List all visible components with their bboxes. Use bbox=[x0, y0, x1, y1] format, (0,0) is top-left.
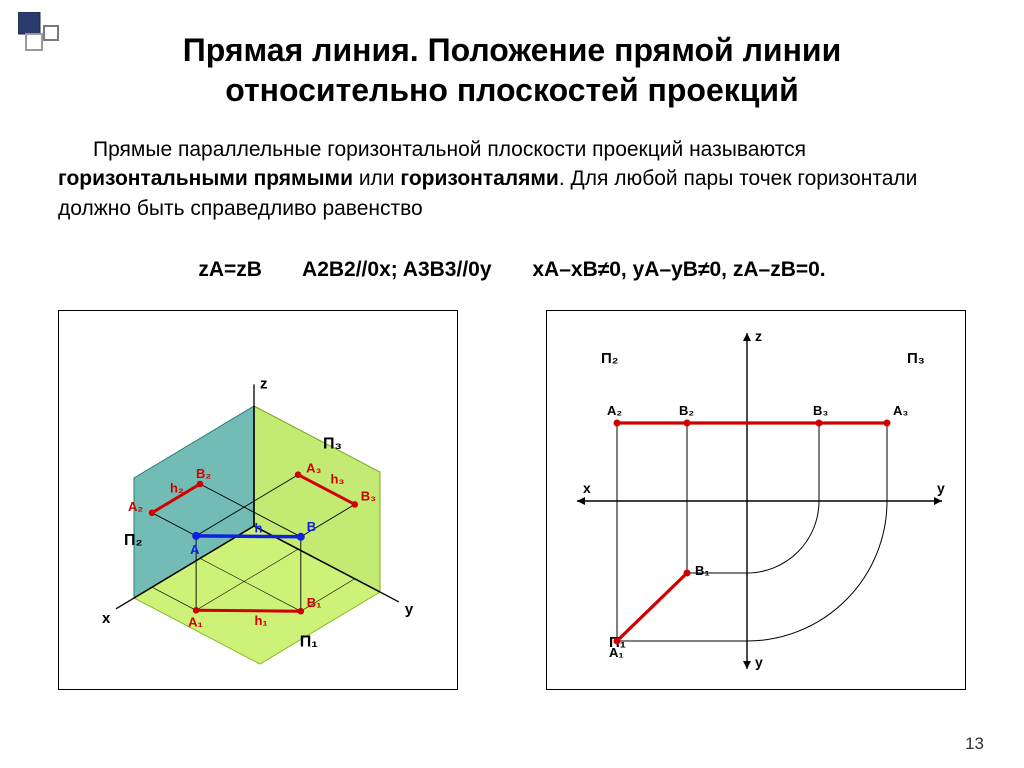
svg-text:B₁: B₁ bbox=[307, 595, 322, 610]
formula-3: хА–хВ≠0, уА–уВ≠0, zА–zВ=0. bbox=[532, 258, 825, 281]
svg-text:П₂: П₂ bbox=[601, 350, 618, 367]
svg-text:y: y bbox=[755, 654, 763, 670]
svg-text:B₂: B₂ bbox=[196, 466, 211, 481]
svg-text:B: B bbox=[307, 519, 316, 534]
svg-text:z: z bbox=[260, 375, 268, 392]
svg-text:h₃: h₃ bbox=[330, 472, 344, 487]
right-epure-diagram: zxyyП₂П₃П₁A₂B₂B₃A₃A₁B₁ bbox=[546, 310, 966, 690]
slide-title: Прямая линия. Положение прямой линии отн… bbox=[0, 30, 1024, 110]
diagram-row: z x y П₂ П₃ П₁ A₂ B₂ B₃ A₃ A₁ B₁ A Bh₂ h₃ h₁ h z x y y П₂ П₃ П… bbox=[58, 310, 966, 690]
svg-text:A₃: A₃ bbox=[893, 403, 908, 418]
svg-text:B₁: B₁ bbox=[695, 563, 710, 578]
p-bold1: горизонтальными прямыми bbox=[58, 167, 353, 190]
svg-text:y: y bbox=[405, 601, 414, 618]
svg-text:A₁: A₁ bbox=[188, 614, 203, 629]
svg-text:П₁: П₁ bbox=[300, 633, 319, 650]
svg-text:П₃: П₃ bbox=[323, 436, 342, 453]
svg-text:y: y bbox=[937, 480, 945, 496]
svg-text:x: x bbox=[102, 610, 111, 627]
svg-text:B₃: B₃ bbox=[813, 403, 828, 418]
svg-text:B₂: B₂ bbox=[679, 403, 694, 418]
formula-2: A2B2//0x; A3B3//0y bbox=[302, 258, 491, 281]
svg-text:h₂: h₂ bbox=[170, 480, 184, 495]
formula-1: zA=zB bbox=[198, 258, 262, 281]
svg-text:A₁: A₁ bbox=[609, 645, 624, 660]
svg-text:B₃: B₃ bbox=[361, 488, 376, 503]
body-paragraph: Прямые параллельные горизонтальной плоск… bbox=[58, 135, 966, 223]
svg-text:A: A bbox=[190, 542, 200, 557]
svg-text:h₁: h₁ bbox=[254, 613, 267, 628]
svg-text:h: h bbox=[254, 520, 262, 535]
slide: Прямая линия. Положение прямой линии отн… bbox=[0, 0, 1024, 768]
page-number: 13 bbox=[965, 734, 984, 754]
svg-text:A₂: A₂ bbox=[128, 499, 143, 514]
svg-text:z: z bbox=[755, 328, 762, 344]
svg-text:П₂: П₂ bbox=[124, 532, 143, 549]
svg-text:x: x bbox=[583, 480, 591, 496]
title-line-1: Прямая линия. Положение прямой линии bbox=[183, 32, 842, 68]
svg-text:A₃: A₃ bbox=[306, 461, 321, 476]
svg-text:A₂: A₂ bbox=[607, 403, 622, 418]
left-3d-diagram: z x y П₂ П₃ П₁ A₂ B₂ B₃ A₃ A₁ B₁ A Bh₂ h₃ h₁ h bbox=[58, 310, 458, 690]
title-line-2: относительно плоскостей проекций bbox=[225, 72, 799, 108]
formulas: zA=zB A2B2//0x; A3B3//0y хА–хВ≠0, уА–уВ≠… bbox=[0, 258, 1024, 282]
svg-text:П₃: П₃ bbox=[907, 350, 925, 367]
p-bold2: горизонталями bbox=[400, 167, 558, 190]
p-lead: Прямые параллельные горизонтальной плоск… bbox=[93, 138, 806, 161]
p-mid1: или bbox=[353, 167, 400, 190]
